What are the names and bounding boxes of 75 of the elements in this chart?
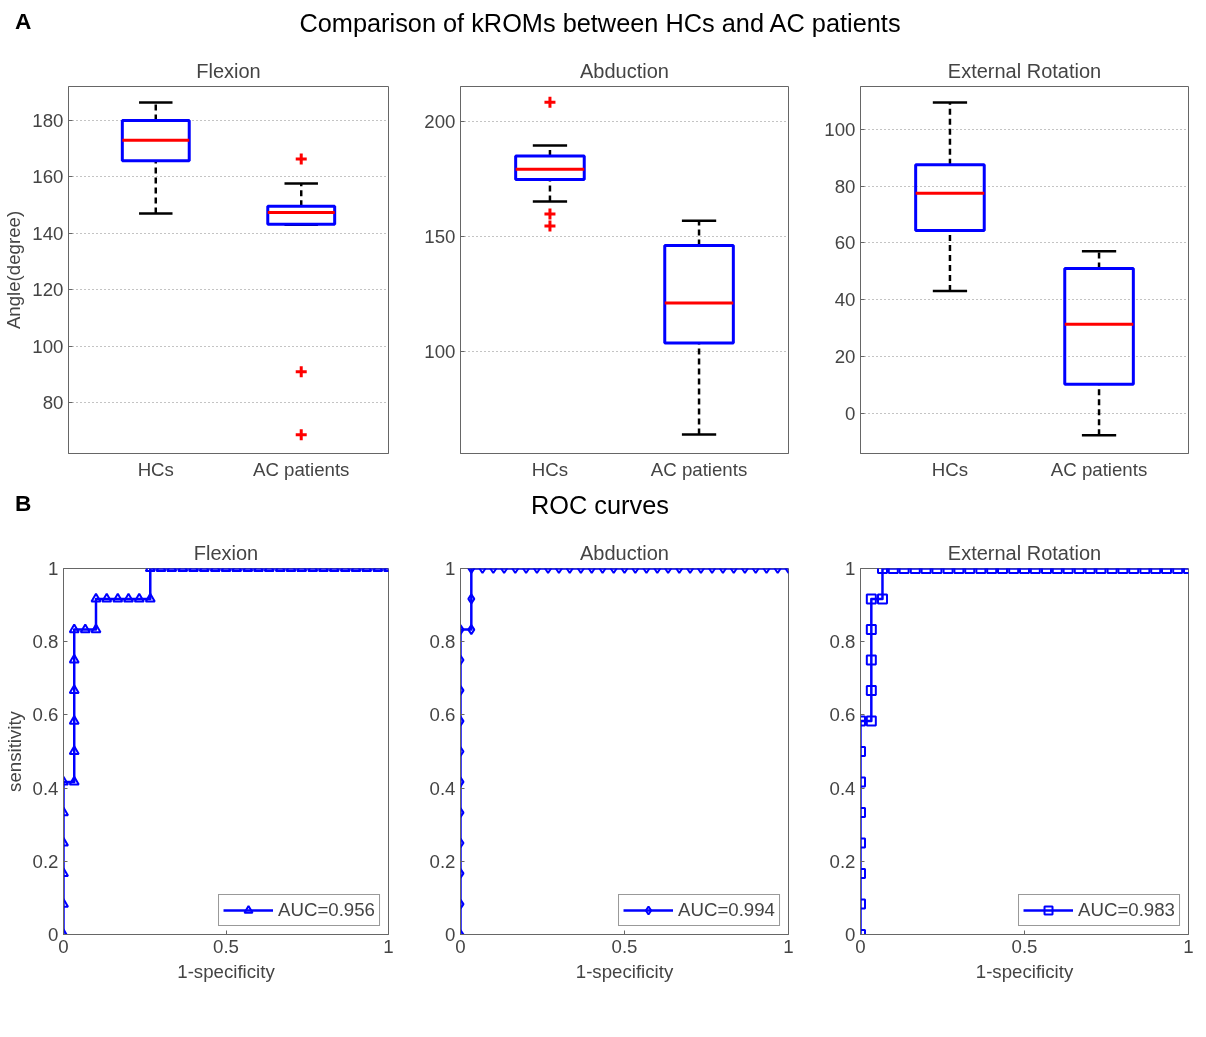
y-tick-label: 0.6 <box>429 704 456 726</box>
point <box>865 654 877 666</box>
y-tick-label: 0.8 <box>32 631 59 653</box>
text: Comparison of kROMs between HCs and AC patients <box>299 9 901 37</box>
chart-title: External Rotation <box>947 541 1102 564</box>
x-tick-label: HCs <box>137 458 174 480</box>
chart-title: Abduction <box>580 541 669 564</box>
x-axis-title: 1-specificity <box>975 960 1074 982</box>
text: ROC curves <box>531 491 669 519</box>
text: B <box>15 489 32 518</box>
point <box>68 684 80 694</box>
line-series <box>460 568 789 935</box>
y-tick-label: 40 <box>834 289 856 311</box>
x-tick-label: HCs <box>531 458 569 480</box>
y-tick-label: 0.2 <box>829 850 856 872</box>
point <box>68 775 80 786</box>
y-tick-label: 60 <box>834 232 856 254</box>
point <box>467 593 476 605</box>
y-tick-label: 0.2 <box>32 850 59 872</box>
chart-title: Flexion <box>196 59 261 82</box>
point <box>865 593 877 605</box>
x-tick-label: 1 <box>383 935 394 957</box>
line-series <box>63 568 389 935</box>
x-axis-title: 1-specificity <box>177 960 276 982</box>
point <box>865 684 877 696</box>
y-tick-label: 0.2 <box>429 850 456 872</box>
y-tick-label: 0 <box>845 403 856 425</box>
point <box>68 714 80 725</box>
y-tick-label: 100 <box>824 118 856 140</box>
legend-label: AUC=0.956 <box>278 899 375 921</box>
x-tick-label: AC patients <box>1050 458 1148 480</box>
x-tick-label: 0.5 <box>213 935 239 957</box>
text: A <box>15 7 32 36</box>
point <box>865 715 877 727</box>
y-tick-label: 0.8 <box>829 631 856 653</box>
legend-label: AUC=0.983 <box>1078 899 1175 921</box>
chart-title: Abduction <box>580 59 669 82</box>
y-tick-label: 1 <box>445 558 456 579</box>
y-tick-label: 100 <box>424 341 456 363</box>
x-tick-label: 0.5 <box>1011 935 1038 957</box>
y-axis-title: Angle(degree) <box>3 210 25 330</box>
y-tick-label: 80 <box>42 392 64 414</box>
x-tick-label: HCs <box>931 458 969 480</box>
y-tick-label: 160 <box>32 166 64 188</box>
y-tick-label: 1 <box>48 558 59 579</box>
point <box>876 593 888 605</box>
x-axis-title: 1-specificity <box>575 960 674 982</box>
y-tick-label: 0.4 <box>429 777 456 799</box>
y-tick-label: 100 <box>32 335 64 357</box>
y-tick-label: 20 <box>834 346 856 368</box>
x-tick-label: AC patients <box>650 458 748 480</box>
y-tick-label: 200 <box>424 110 456 132</box>
point <box>467 624 476 636</box>
y-tick-label: 1 <box>845 558 856 579</box>
y-tick-label: 80 <box>834 175 856 197</box>
y-axis-title: sensitivity <box>3 710 25 792</box>
y-tick-label: 180 <box>32 109 64 131</box>
line-series <box>860 568 1189 935</box>
x-tick-label: 1 <box>783 935 794 957</box>
x-tick-label: 0.5 <box>611 935 638 957</box>
y-tick-label: 0.6 <box>829 704 856 726</box>
point <box>68 745 80 756</box>
chart-title: External Rotation <box>947 59 1102 82</box>
point <box>865 624 877 636</box>
x-tick-label: AC patients <box>253 458 350 480</box>
y-tick-label: 0.4 <box>829 777 856 799</box>
chart-title: Flexion <box>193 541 259 564</box>
y-tick-label: 140 <box>32 222 64 244</box>
y-tick-label: 150 <box>424 226 456 248</box>
x-tick-label: 1 <box>1183 935 1194 957</box>
legend-label: AUC=0.994 <box>678 899 775 921</box>
y-tick-label: 120 <box>32 279 64 301</box>
y-tick-label: 0.8 <box>429 631 456 653</box>
y-tick-label: 0.4 <box>32 777 59 799</box>
y-tick-label: 0.6 <box>32 704 59 726</box>
